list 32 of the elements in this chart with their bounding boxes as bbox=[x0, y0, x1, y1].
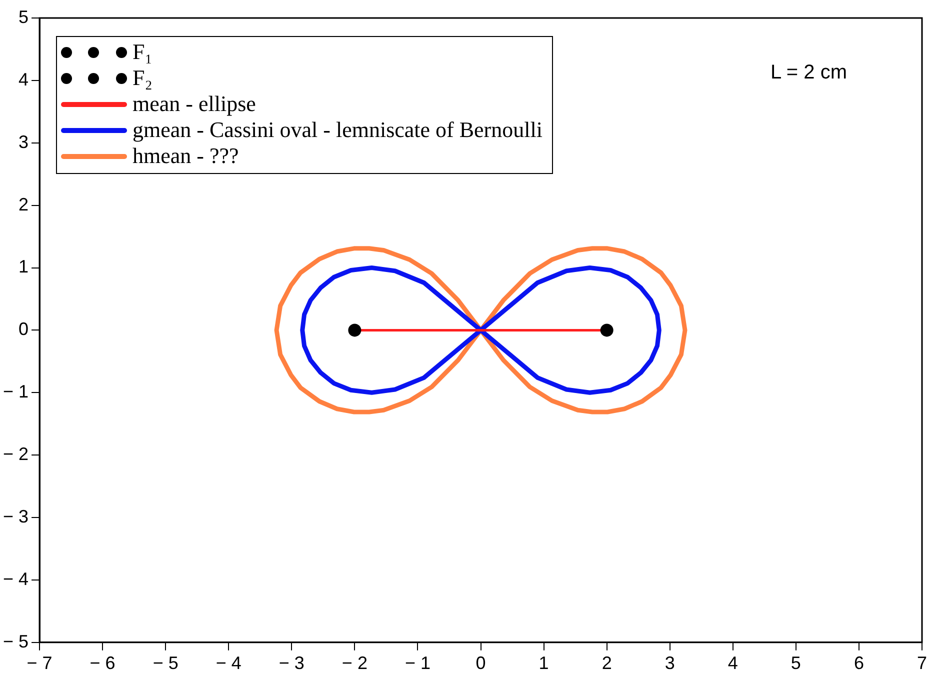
x-tick-label: 6 bbox=[854, 653, 864, 674]
legend-label: mean - ellipse bbox=[132, 91, 256, 117]
x-tick-label: 4 bbox=[728, 653, 738, 674]
legend-label: hmean - ??? bbox=[132, 143, 239, 169]
x-tick-label: 3 bbox=[664, 653, 675, 674]
x-tick-label: − 3 bbox=[278, 653, 304, 674]
x-tick-label: 7 bbox=[916, 653, 928, 674]
x-tick-label: 0 bbox=[476, 653, 486, 674]
legend-label: F₂ bbox=[132, 65, 152, 91]
x-tick-label: 1 bbox=[538, 653, 549, 674]
legend-label: gmean - Cassini oval - lemniscate of Bernoulli bbox=[132, 117, 542, 143]
y-tick-label: − 5 bbox=[2, 631, 29, 652]
y-tick-label: − 1 bbox=[2, 382, 29, 402]
legend-label: F₁ bbox=[132, 39, 152, 65]
y-tick-label: − 4 bbox=[2, 568, 29, 589]
x-tick-label: − 7 bbox=[26, 653, 52, 674]
annotation: L = 2 cm bbox=[770, 62, 847, 84]
y-tick-label: 5 bbox=[18, 6, 29, 27]
x-tick-label: 5 bbox=[790, 653, 801, 674]
y-tick-label: 3 bbox=[18, 132, 29, 152]
y-tick-label: 4 bbox=[18, 69, 29, 90]
x-tick-label: − 1 bbox=[404, 653, 430, 674]
x-tick-label: − 2 bbox=[342, 653, 368, 674]
x-tick-label: − 4 bbox=[216, 653, 242, 674]
x-tick-label: − 5 bbox=[152, 653, 178, 674]
x-tick-label: − 6 bbox=[90, 653, 116, 674]
y-tick-label: 2 bbox=[18, 194, 29, 214]
y-tick-label: − 2 bbox=[2, 444, 29, 464]
y-tick-label: 1 bbox=[18, 256, 29, 277]
x-tick-label: 2 bbox=[602, 653, 612, 674]
y-tick-label: − 3 bbox=[2, 506, 29, 526]
y-tick-label: 0 bbox=[18, 319, 29, 340]
